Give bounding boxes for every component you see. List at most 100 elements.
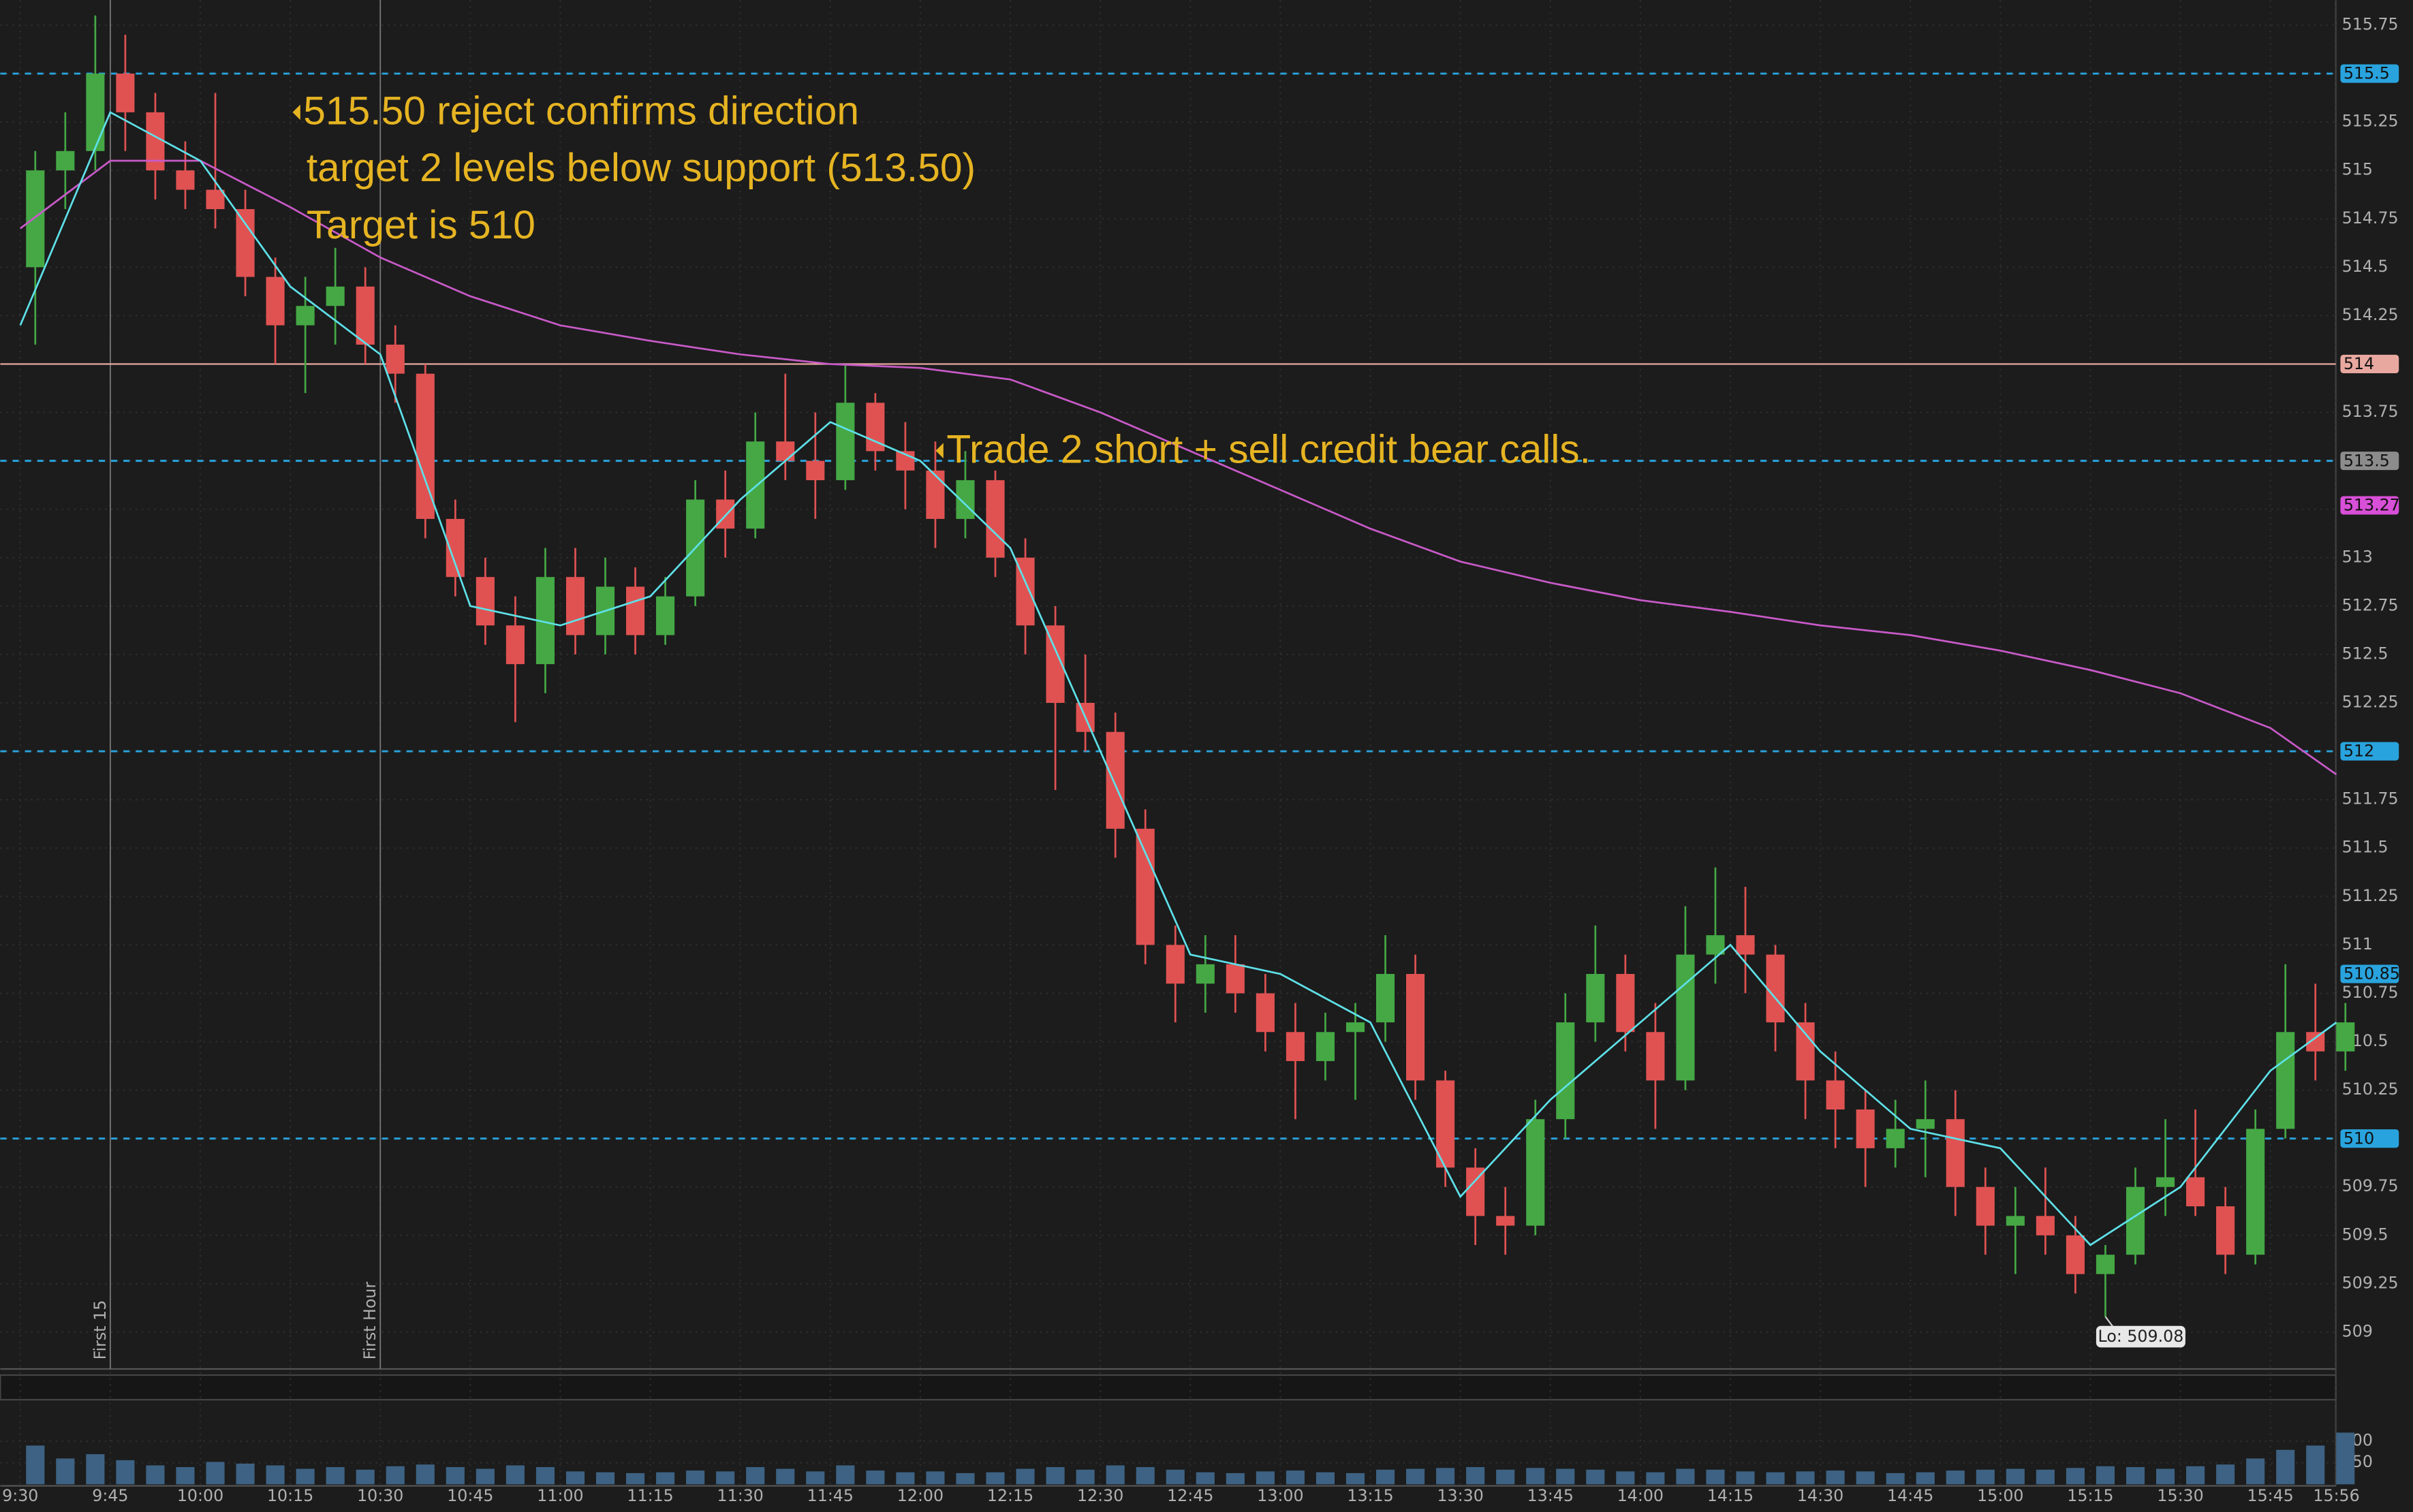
candle-body [626, 586, 645, 635]
candle-body [1916, 1119, 1935, 1129]
candle-body [1406, 974, 1425, 1081]
candle-body [1616, 974, 1635, 1033]
candle-body [1556, 1022, 1575, 1120]
y-tick-label: 511 [2342, 934, 2373, 954]
volume-bar [56, 1458, 75, 1485]
annotation: Trade 2 short + sell credit bear calls. [946, 427, 1591, 471]
volume-bar [176, 1467, 195, 1485]
x-tick-label: 12:45 [1167, 1486, 1213, 1505]
price-tag-label: 513.5 [2344, 451, 2390, 470]
volume-bar [2216, 1464, 2235, 1485]
volume-bar [386, 1466, 405, 1485]
price-tag-label: 515.5 [2344, 64, 2390, 83]
price-tag [2340, 496, 2399, 515]
price-tag [2340, 964, 2399, 983]
volume-bar [1406, 1468, 1425, 1485]
candle-body [2036, 1216, 2055, 1235]
x-tick-label: 13:00 [1257, 1486, 1303, 1505]
volume-bar [1256, 1471, 1275, 1485]
volume-bar [1736, 1471, 1755, 1485]
y-tick-label: 510.25 [2342, 1080, 2399, 1099]
x-tick-label: 13:45 [1527, 1486, 1574, 1505]
volume-bar [86, 1454, 105, 1485]
volume-bar [896, 1472, 915, 1485]
y-tick-label: 512.5 [2342, 644, 2388, 663]
price-tag [2340, 1129, 2399, 1148]
price-tag [2340, 742, 2399, 761]
candle-body [806, 460, 825, 481]
candle-body [1256, 993, 1275, 1033]
candle-body [746, 441, 765, 529]
candle-body [1286, 1032, 1305, 1061]
y-tick-label: 511.25 [2342, 886, 2399, 905]
volume-bar [1016, 1468, 1035, 1485]
x-tick-label: 11:30 [717, 1486, 764, 1505]
volume-bar [1166, 1469, 1185, 1485]
volume-bar [266, 1465, 285, 1485]
volume-bar [986, 1472, 1005, 1485]
volume-bar [2096, 1466, 2115, 1485]
y-tick-label: 514.25 [2342, 305, 2399, 324]
volume-bar [1106, 1465, 1125, 1485]
y-tick-label: 515.75 [2342, 14, 2399, 33]
volume-bar [2126, 1467, 2145, 1485]
candle-body [1375, 974, 1395, 1023]
session-marker-label: First Hour [360, 1282, 379, 1360]
candle-body [2155, 1177, 2175, 1187]
candle-body [236, 209, 255, 277]
x-tick-label: 14:45 [1887, 1486, 1933, 1505]
candle-body [2066, 1235, 2085, 1274]
candle-body [866, 403, 885, 452]
volume-bar [1556, 1468, 1575, 1485]
x-tick-label: 14:15 [1707, 1486, 1754, 1505]
volume-bar [2306, 1445, 2325, 1485]
volume-bar [2336, 1432, 2355, 1485]
candle-body [1946, 1119, 1965, 1187]
volume-bar [1316, 1472, 1335, 1485]
candle-body [1526, 1119, 1545, 1226]
x-tick-label: 12:00 [897, 1486, 944, 1505]
y-tick-label: 511.75 [2342, 789, 2399, 808]
candle-body [1496, 1216, 1515, 1226]
volume-bar [716, 1471, 735, 1485]
volume-bar [1466, 1467, 1485, 1485]
price-tag-label: 513.27 [2344, 496, 2400, 515]
volume-bar [1646, 1472, 1665, 1485]
candle-body [476, 577, 495, 626]
pane-separator [0, 1374, 2337, 1401]
candle-body [296, 306, 315, 326]
candle-body [1466, 1167, 1485, 1216]
volume-bar [1916, 1472, 1935, 1485]
candle-body [2246, 1129, 2265, 1255]
price-tag [2340, 452, 2399, 471]
candle-body [356, 286, 375, 345]
candle-body [656, 596, 675, 635]
volume-bar [2276, 1449, 2295, 1485]
candle-body [986, 480, 1005, 558]
volume-bar [1826, 1470, 1845, 1485]
volume-bar [1616, 1471, 1635, 1485]
y-tick-label: 512.25 [2342, 692, 2399, 711]
y-tick-label: 513 [2342, 547, 2373, 566]
volume-bar [356, 1469, 375, 1485]
y-tick-label: 511.5 [2342, 838, 2388, 857]
x-tick-label: 10:30 [357, 1486, 403, 1505]
x-tick-label: 14:00 [1617, 1486, 1664, 1505]
x-tick-label: 15:45 [2247, 1486, 2294, 1505]
y-tick-label: 515.25 [2342, 112, 2399, 131]
indicator-line [19, 110, 2337, 1246]
volume-bar [2246, 1458, 2265, 1485]
x-tick-label: 9:30 [2, 1486, 38, 1505]
price-tag [2340, 64, 2399, 83]
candle-body [565, 577, 585, 635]
volume-bar [2186, 1466, 2205, 1485]
volume-bar [446, 1467, 465, 1485]
volume-bar [1856, 1471, 1875, 1485]
volume-bar [2066, 1468, 2085, 1485]
annotation-pointer [292, 104, 300, 121]
volume-bar [1526, 1468, 1545, 1485]
low-label-box [2096, 1325, 2185, 1348]
candle-body [1766, 954, 1785, 1023]
